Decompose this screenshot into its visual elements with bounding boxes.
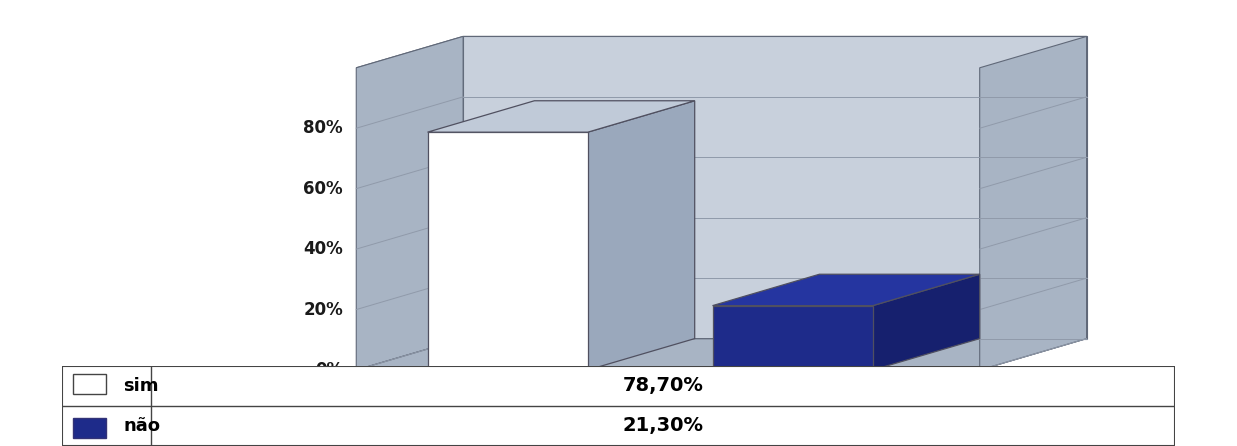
Polygon shape [588, 101, 695, 370]
Text: 21,30%: 21,30% [622, 417, 704, 435]
Polygon shape [873, 274, 980, 370]
Polygon shape [980, 37, 1086, 370]
Polygon shape [463, 37, 1086, 339]
Text: 60%: 60% [303, 180, 343, 198]
Polygon shape [356, 37, 463, 370]
Text: não: não [124, 417, 160, 435]
Text: 0%: 0% [314, 361, 343, 379]
Text: 20%: 20% [303, 301, 343, 318]
Text: sim: sim [124, 377, 158, 395]
FancyBboxPatch shape [73, 418, 106, 438]
Polygon shape [713, 306, 873, 370]
Polygon shape [356, 37, 1086, 68]
FancyBboxPatch shape [62, 366, 1175, 446]
Polygon shape [356, 339, 1086, 370]
Polygon shape [428, 132, 588, 370]
FancyBboxPatch shape [73, 374, 106, 394]
Text: 40%: 40% [303, 240, 343, 258]
Text: 78,70%: 78,70% [622, 376, 704, 395]
Polygon shape [713, 274, 980, 306]
Polygon shape [428, 101, 695, 132]
Text: 80%: 80% [303, 119, 343, 137]
